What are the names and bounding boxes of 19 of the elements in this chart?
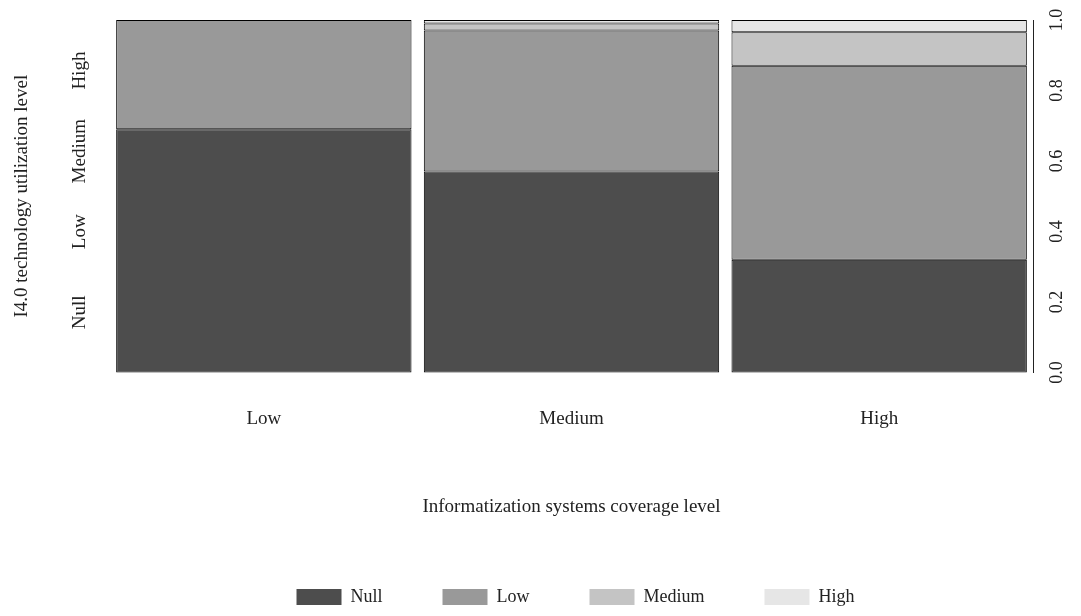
text: Null	[67, 295, 89, 330]
x-axis-title: Informatization systems coverage level	[422, 494, 721, 516]
y-tick-label: 0.6	[1045, 149, 1066, 173]
x-tick-label: Medium	[539, 406, 604, 428]
text: Low	[67, 214, 89, 250]
y-tick-label: 0.0	[1045, 361, 1066, 384]
legend-label: Low	[496, 585, 530, 606]
y-axis-title: I4.0 technology utilization level	[9, 74, 31, 318]
y-tick-label: 0.2	[1045, 290, 1066, 314]
legend-label: Null	[350, 585, 383, 606]
legend-label: Medium	[643, 585, 705, 606]
y-tick-label: 0.8	[1045, 79, 1066, 102]
x-tick-label: High	[860, 406, 899, 428]
y-tick-label: 0.4	[1045, 220, 1066, 243]
x-tick-label: Low	[246, 406, 282, 428]
text: Medium	[67, 118, 89, 184]
y-tick-label: 1.0	[1045, 8, 1066, 32]
text: High	[67, 51, 89, 90]
legend-label: High	[818, 585, 855, 606]
